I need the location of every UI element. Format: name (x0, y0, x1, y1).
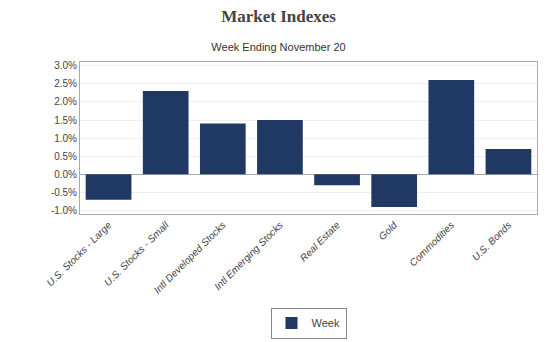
svg-text:Real Estate: Real Estate (298, 219, 343, 264)
svg-text:3.0%: 3.0% (54, 60, 77, 71)
svg-text:U.S. Bonds: U.S. Bonds (470, 219, 514, 263)
svg-text:Gold: Gold (376, 219, 399, 242)
svg-text:Market Indexes: Market Indexes (221, 7, 336, 26)
svg-text:Commodities: Commodities (407, 219, 456, 268)
svg-text:-0.5%: -0.5% (51, 187, 77, 198)
svg-text:0.5%: 0.5% (54, 151, 77, 162)
svg-text:1.0%: 1.0% (54, 133, 77, 144)
svg-text:U.S. Stocks - Small: U.S. Stocks - Small (102, 219, 171, 288)
svg-text:Intl Developed Stocks: Intl Developed Stocks (152, 219, 228, 295)
svg-text:Intl Emerging Stocks: Intl Emerging Stocks (212, 219, 285, 292)
svg-text:2.5%: 2.5% (54, 78, 77, 89)
svg-text:-1.0%: -1.0% (51, 205, 77, 216)
svg-text:0.0%: 0.0% (54, 169, 77, 180)
svg-text:U.S. Stocks - Large: U.S. Stocks - Large (44, 219, 113, 288)
svg-text:Week Ending November 20: Week Ending November 20 (211, 41, 345, 53)
svg-text:1.5%: 1.5% (54, 115, 77, 126)
svg-text:Week: Week (312, 317, 340, 329)
svg-text:2.0%: 2.0% (54, 96, 77, 107)
